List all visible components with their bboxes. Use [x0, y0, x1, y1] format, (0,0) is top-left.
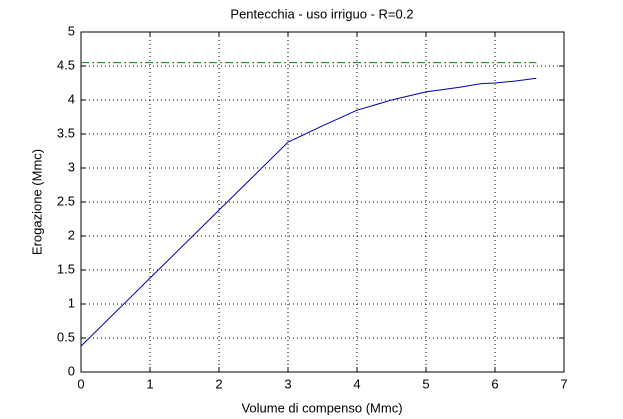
y-tick-label: 0 [68, 363, 75, 378]
data-line [80, 77, 537, 347]
y-tick-label: 5 [68, 23, 75, 38]
x-tick-label: 2 [215, 376, 222, 391]
y-tick-label: 2 [68, 227, 75, 242]
y-axis-label: Erogazione (Mmc) [29, 149, 44, 255]
x-axis-label: Volume di compenso (Mmc) [241, 400, 402, 415]
y-tick-label: 0.5 [57, 329, 75, 344]
x-tick-label: 1 [146, 376, 153, 391]
y-tick-label: 4 [68, 91, 75, 106]
y-tick-label: 1.5 [57, 261, 75, 276]
y-tick-label: 3 [68, 159, 75, 174]
y-tick-label: 4.5 [57, 57, 75, 72]
x-tick-label: 3 [284, 376, 291, 391]
chart-title: Pentecchia - uso irriguo - R=0.2 [230, 6, 413, 21]
x-tick-label: 7 [560, 376, 567, 391]
y-tick-label: 3.5 [57, 125, 75, 140]
x-tick-label: 4 [353, 376, 360, 391]
y-tick-label: 1 [68, 295, 75, 310]
x-tick-label: 6 [491, 376, 498, 391]
x-tick-label: 5 [422, 376, 429, 391]
y-tick-label: 2.5 [57, 193, 75, 208]
axes-box [80, 31, 565, 373]
x-tick-label: 0 [77, 376, 84, 391]
